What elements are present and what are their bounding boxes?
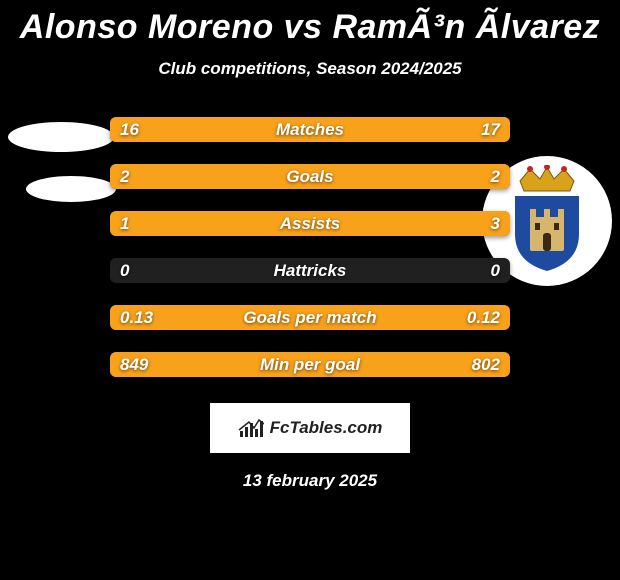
stat-label: Matches — [110, 117, 510, 142]
stat-label: Goals — [110, 164, 510, 189]
stat-row: Assists1 3 — [110, 211, 510, 236]
stat-row: Hattricks0 0 — [110, 258, 510, 283]
stat-value-left: 849 — [120, 352, 148, 377]
fctables-text: FcTables.com — [270, 418, 383, 438]
stat-value-right: 802 — [472, 352, 500, 377]
fctables-chart-icon — [238, 417, 264, 439]
stat-value-left: 16 — [120, 117, 139, 142]
stat-value-right: 2 — [491, 164, 500, 189]
fctables-watermark: FcTables.com — [210, 403, 410, 453]
stat-value-left: 0.13 — [120, 305, 153, 330]
stat-label: Min per goal — [110, 352, 510, 377]
stat-value-left: 1 — [120, 211, 129, 236]
date-label: 13 february 2025 — [243, 471, 377, 491]
stat-row: Min per goal849 802 — [110, 352, 510, 377]
stat-value-right: 0 — [491, 258, 500, 283]
stat-label: Hattricks — [110, 258, 510, 283]
stat-value-left: 0 — [120, 258, 129, 283]
stat-row: Goals2 2 — [110, 164, 510, 189]
page-title: Alonso Moreno vs RamÃ³n Ãlvarez — [20, 8, 600, 47]
stat-label: Goals per match — [110, 305, 510, 330]
stat-value-right: 0.12 — [467, 305, 500, 330]
stat-value-right: 3 — [491, 211, 500, 236]
stat-row: Matches16 17 — [110, 117, 510, 142]
stat-value-right: 17 — [481, 117, 500, 142]
stat-value-left: 2 — [120, 164, 129, 189]
stat-row: Goals per match0.13 0.12 — [110, 305, 510, 330]
page-subtitle: Club competitions, Season 2024/2025 — [158, 59, 461, 79]
stats-list: Matches16 17 Goals2 2 Assists1 3 Hattricks0 0 Go… — [0, 117, 620, 377]
stat-label: Assists — [110, 211, 510, 236]
